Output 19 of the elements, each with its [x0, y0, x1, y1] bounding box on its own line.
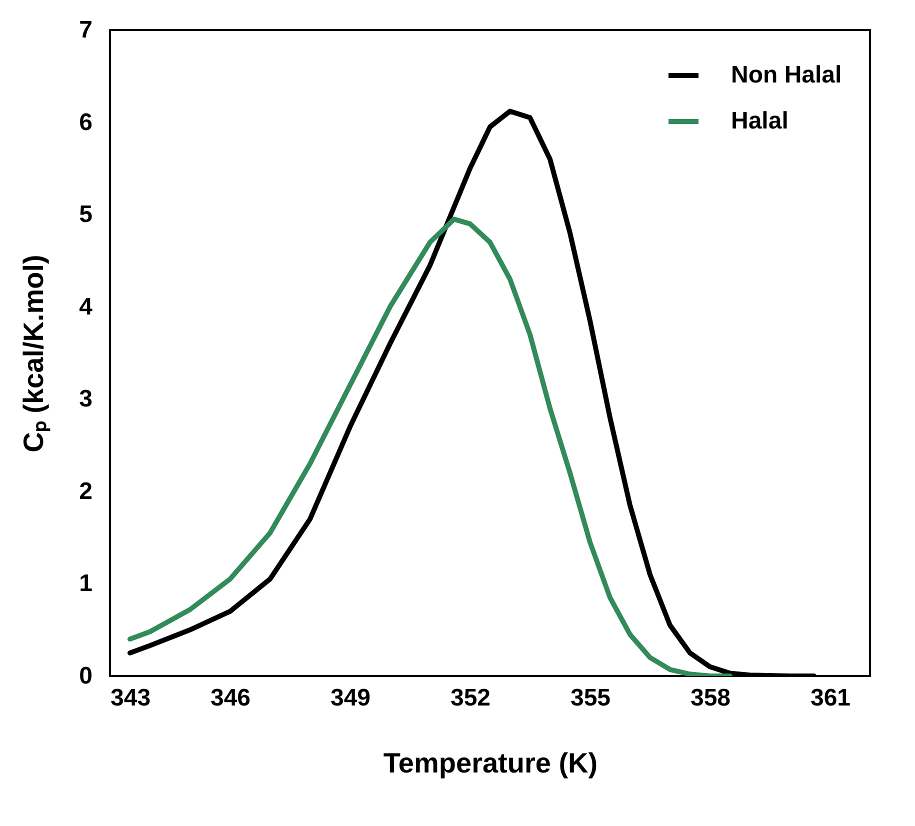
y-tick-label: 0	[79, 662, 92, 690]
x-tick-label: 352	[450, 684, 491, 712]
y-tick-label: 5	[79, 201, 92, 228]
y-axis-title: Cₚ (kcal/K.mol)	[18, 254, 52, 452]
y-tick-label: 7	[79, 16, 92, 44]
x-tick-label: 349	[330, 684, 371, 712]
y-tick-label: 2	[79, 478, 92, 505]
x-axis-title: Temperature (K)	[383, 748, 598, 778]
legend-label: Non Halal	[731, 62, 842, 88]
x-tick-label: 361	[810, 684, 851, 712]
x-tick-label: 355	[570, 684, 611, 712]
x-tick-label: 358	[690, 684, 731, 712]
x-tick-label: 346	[210, 684, 251, 712]
y-tick-label: 6	[79, 108, 92, 136]
y-tick-label: 1	[79, 570, 92, 598]
x-tick-label: 343	[110, 684, 151, 712]
legend-label: Halal	[731, 108, 788, 134]
y-tick-label: 4	[79, 293, 94, 320]
y-tick-label: 3	[79, 386, 92, 413]
